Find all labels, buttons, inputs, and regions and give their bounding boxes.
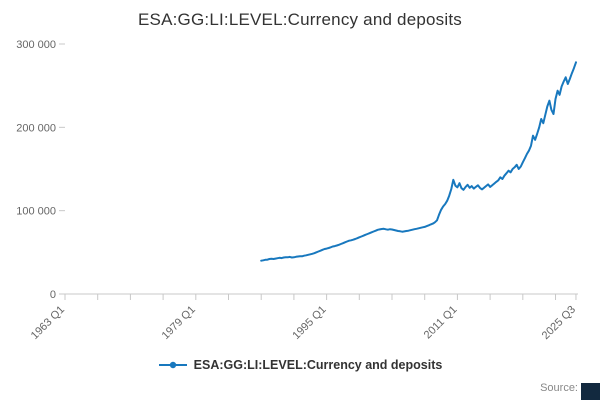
y-tick-label: 300 000 [16, 39, 56, 51]
x-tick-label: 2011 Q1 [422, 304, 460, 342]
y-tick-label: 100 000 [16, 206, 56, 218]
legend-line-marker [158, 361, 187, 369]
legend-label: ESA:GG:LI:LEVEL:Currency and deposits [193, 358, 443, 372]
legend-item[interactable]: ESA:GG:LI:LEVEL:Currency and deposits [0, 358, 600, 372]
source-logo-block [581, 383, 600, 400]
source-note: Source: [540, 382, 578, 394]
y-tick-label: 200 000 [16, 122, 56, 134]
series-line[interactable] [260, 61, 577, 262]
x-tick-label: 1995 Q1 [290, 304, 328, 342]
chart-canvas[interactable]: 0 100 000 200 000 300 000 1963 Q1 1979 Q1 1995… [0, 30, 600, 350]
y-tick-label: 0 [50, 289, 56, 301]
x-tick-label: 1979 Q1 [160, 304, 198, 342]
x-tick-label: 1963 Q1 [29, 304, 67, 342]
chart-title: ESA:GG:LI:LEVEL:Currency and deposits [138, 10, 462, 29]
x-tick-label: 2025 Q3 [540, 304, 578, 342]
